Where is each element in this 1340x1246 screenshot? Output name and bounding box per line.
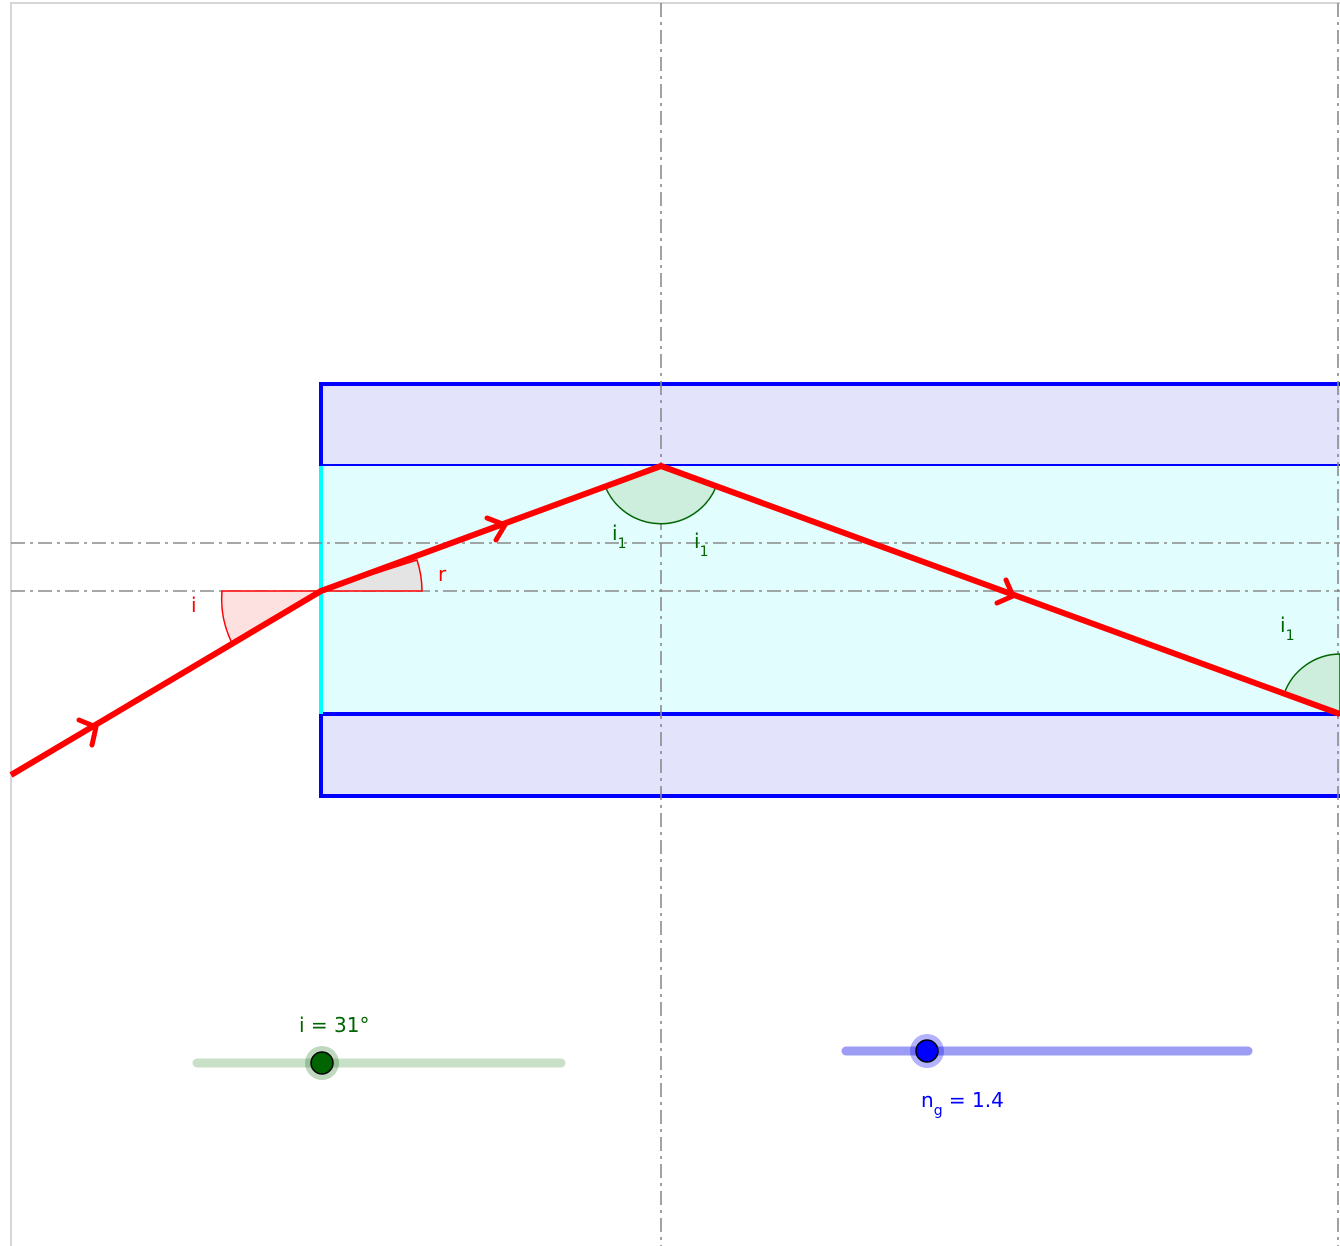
ray-direction-arrow (484, 515, 508, 543)
slider-n-thumb[interactable] (915, 1039, 939, 1063)
angle-i1-label-bottom: i1 (1280, 613, 1294, 644)
angle-i1-sub: 1 (700, 544, 709, 560)
canvas-border (10, 2, 1340, 1246)
angle-i1-label-left: i1 (612, 521, 626, 552)
angle-i1-base: i (1280, 613, 1286, 637)
fiber-core (321, 466, 1340, 714)
light-ray (9, 462, 1340, 778)
angle-r-label: r (438, 562, 447, 586)
slider-n-label-base: n (921, 1088, 934, 1112)
slider-incidence-angle[interactable]: i = 31° (192, 1013, 566, 1080)
cladding-bottom (319, 712, 1340, 798)
angle-i1-base: i (612, 521, 618, 545)
cladding-top (319, 382, 1340, 468)
ray-direction-arrow (994, 577, 1016, 606)
slider-n-label-value: = 1.4 (943, 1088, 1004, 1112)
ray-direction-arrow (76, 717, 99, 748)
slider-i-label: i = 31° (299, 1013, 369, 1037)
angle-i-label: i (191, 593, 197, 617)
slider-i-thumb[interactable] (310, 1051, 334, 1075)
angle-i1-sub: 1 (618, 536, 627, 552)
angle-i1-label-right: i1 (694, 529, 708, 560)
angle-i1-sector-top (604, 465, 717, 525)
slider-refractive-index[interactable]: ng = 1.4 (841, 1034, 1253, 1119)
slider-n-label: ng = 1.4 (921, 1088, 1004, 1119)
angle-i1-sub: 1 (1286, 628, 1295, 644)
slider-n-label-sub: g (934, 1103, 943, 1119)
angle-i1-base: i (694, 529, 700, 553)
